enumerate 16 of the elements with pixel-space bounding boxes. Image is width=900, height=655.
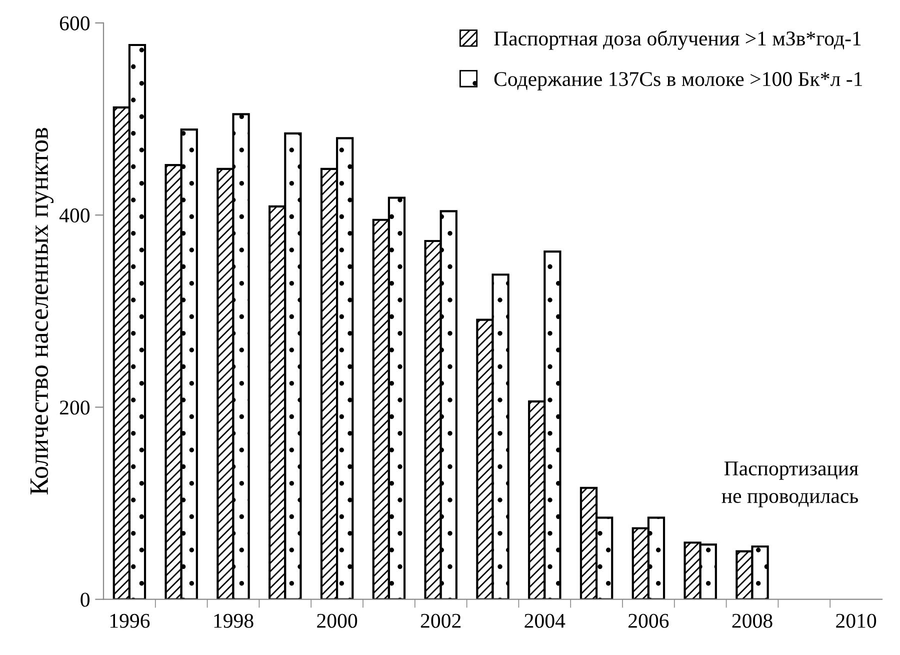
y-tick-label: 0 (80, 592, 90, 607)
y-tick-label: 600 (60, 16, 90, 30)
legend-label: Паспортная доза облучения >1 мЗв*год-1 (494, 30, 861, 50)
y-tick-label: 400 (59, 208, 90, 222)
x-tick-label: 2002 (420, 614, 461, 628)
y-axis-title: Количество населенных пунктов (30, 128, 54, 495)
annotation: Паспортизация не проводилась (722, 462, 858, 508)
x-tick-label: 2004 (524, 614, 566, 628)
x-tick-label: 2006 (628, 614, 669, 628)
legend-label: Содержание 137Cs в молоке >100 Бк*л -1 (494, 72, 862, 90)
y-tick-label: 200 (60, 400, 90, 415)
x-tick-label: 2008 (732, 614, 772, 628)
x-tick-label: 1998 (214, 614, 254, 628)
x-tick-label: 2010 (836, 614, 876, 628)
x-tick-label: 2000 (317, 614, 358, 628)
x-tick-label: 1996 (110, 614, 150, 628)
